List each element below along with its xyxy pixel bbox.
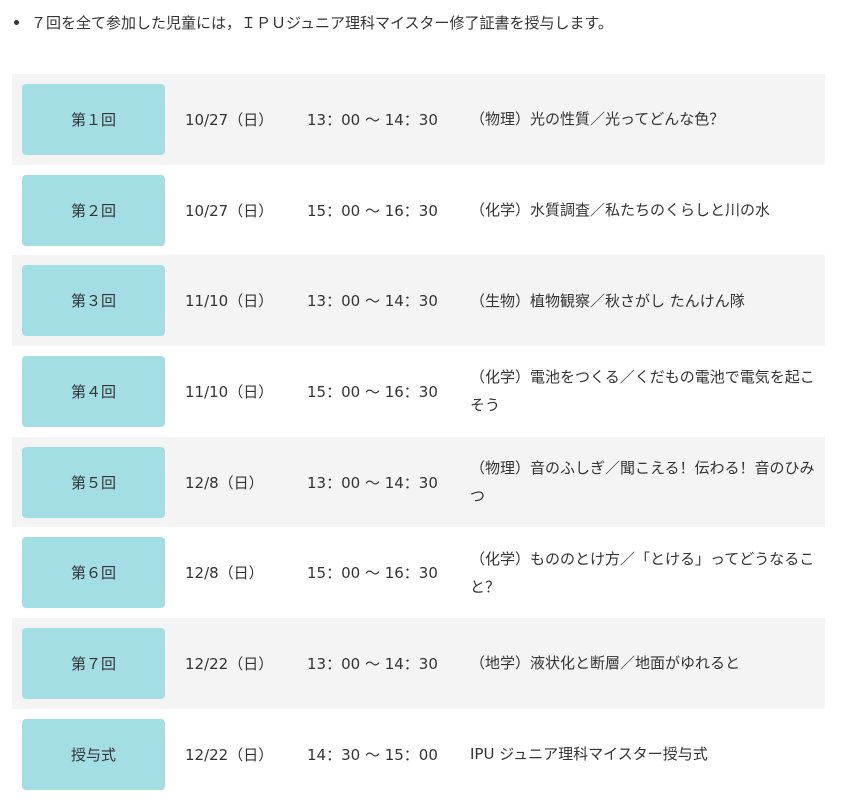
session-topic: IPU ジュニア理科マイスター授与式 — [470, 745, 708, 764]
session-topic: （物理）光の性質／光ってどんな色？ — [470, 110, 725, 129]
schedule-row: 第１回 10/27（日） 13：00 ～ 14：30 （物理）光の性質／光ってどんな色… — [12, 74, 825, 165]
session-topic: （化学）水質調査／私たちのくらしと川の水 — [470, 201, 771, 220]
session-topic: （物理）音のふしぎ／聞こえる！伝わる！音のひみつ — [470, 459, 815, 506]
session-time: 15：00 ～ 16：30 — [307, 382, 438, 401]
session-date: 12/22（日） — [185, 654, 274, 673]
schedule-row: 授与式 12/22（日） 14：30 ～ 15：00 IPU ジュニア理科マイスター授… — [12, 709, 825, 800]
schedule-table: 第１回 10/27（日） 13：00 ～ 14：30 （物理）光の性質／光ってどんな色… — [12, 74, 825, 800]
session-time: 15：00 ～ 16：30 — [307, 201, 438, 220]
session-time: 13：00 ～ 14：30 — [307, 654, 438, 673]
session-label: 第７回 — [22, 628, 165, 700]
session-date: 11/10（日） — [185, 292, 274, 311]
session-time: 13：00 ～ 14：30 — [307, 292, 438, 311]
session-topic: （化学）もののとけ方／「とける」ってどうなること？ — [470, 549, 815, 596]
session-label: 第４回 — [22, 356, 165, 428]
session-date: 11/10（日） — [185, 382, 274, 401]
session-topic: （地学）液状化と断層／地面がゆれると — [470, 654, 741, 673]
session-topic: （化学）電池をつくる／くだもの電池で電気を起こそう — [470, 368, 815, 415]
schedule-row: 第４回 11/10（日） 15：00 ～ 16：30 （化学）電池をつくる／くだもの電… — [12, 346, 825, 437]
session-label: 第５回 — [22, 446, 165, 518]
schedule-row: 第２回 10/27（日） 15：00 ～ 16：30 （化学）水質調査／私たちのくらし… — [12, 165, 825, 256]
session-label: 授与式 — [22, 718, 165, 790]
schedule-row: 第３回 11/10（日） 13：00 ～ 14：30 （生物）植物観察／秋さがし たん… — [12, 255, 825, 347]
bullet-icon — [14, 20, 19, 25]
session-label: 第６回 — [22, 537, 165, 609]
session-date: 12/8（日） — [185, 564, 264, 583]
note-text: ７回を全て参加した児童には，ＩＰＵジュニア理科マイスター修了証書を授与します。 — [31, 14, 614, 32]
session-label: 第１回 — [22, 84, 165, 155]
session-time: 13：00 ～ 14：30 — [307, 110, 438, 129]
session-time: 15：00 ～ 16：30 — [307, 564, 438, 583]
certificate-note: ７回を全て参加した児童には，ＩＰＵジュニア理科マイスター修了証書を授与します。 — [14, 12, 613, 33]
schedule-row: 第５回 12/8（日） 13：00 ～ 14：30 （物理）音のふしぎ／聞こえる！伝わ… — [12, 436, 825, 528]
schedule-row: 第７回 12/22（日） 13：00 ～ 14：30 （地学）液状化と断層／地面がゆれ… — [12, 618, 825, 709]
session-date: 12/22（日） — [185, 745, 274, 764]
session-label: 第２回 — [22, 174, 165, 246]
session-time: 13：00 ～ 14：30 — [307, 473, 438, 492]
session-date: 12/8（日） — [185, 473, 264, 492]
session-time: 14：30 ～ 15：00 — [307, 745, 438, 764]
session-topic: （生物）植物観察／秋さがし たんけん隊 — [470, 291, 745, 310]
schedule-row: 第６回 12/8（日） 15：00 ～ 16：30 （化学）もののとけ方／「とける」っ… — [12, 527, 825, 618]
session-date: 10/27（日） — [185, 110, 274, 129]
session-date: 10/27（日） — [185, 201, 274, 220]
session-label: 第３回 — [22, 265, 165, 337]
